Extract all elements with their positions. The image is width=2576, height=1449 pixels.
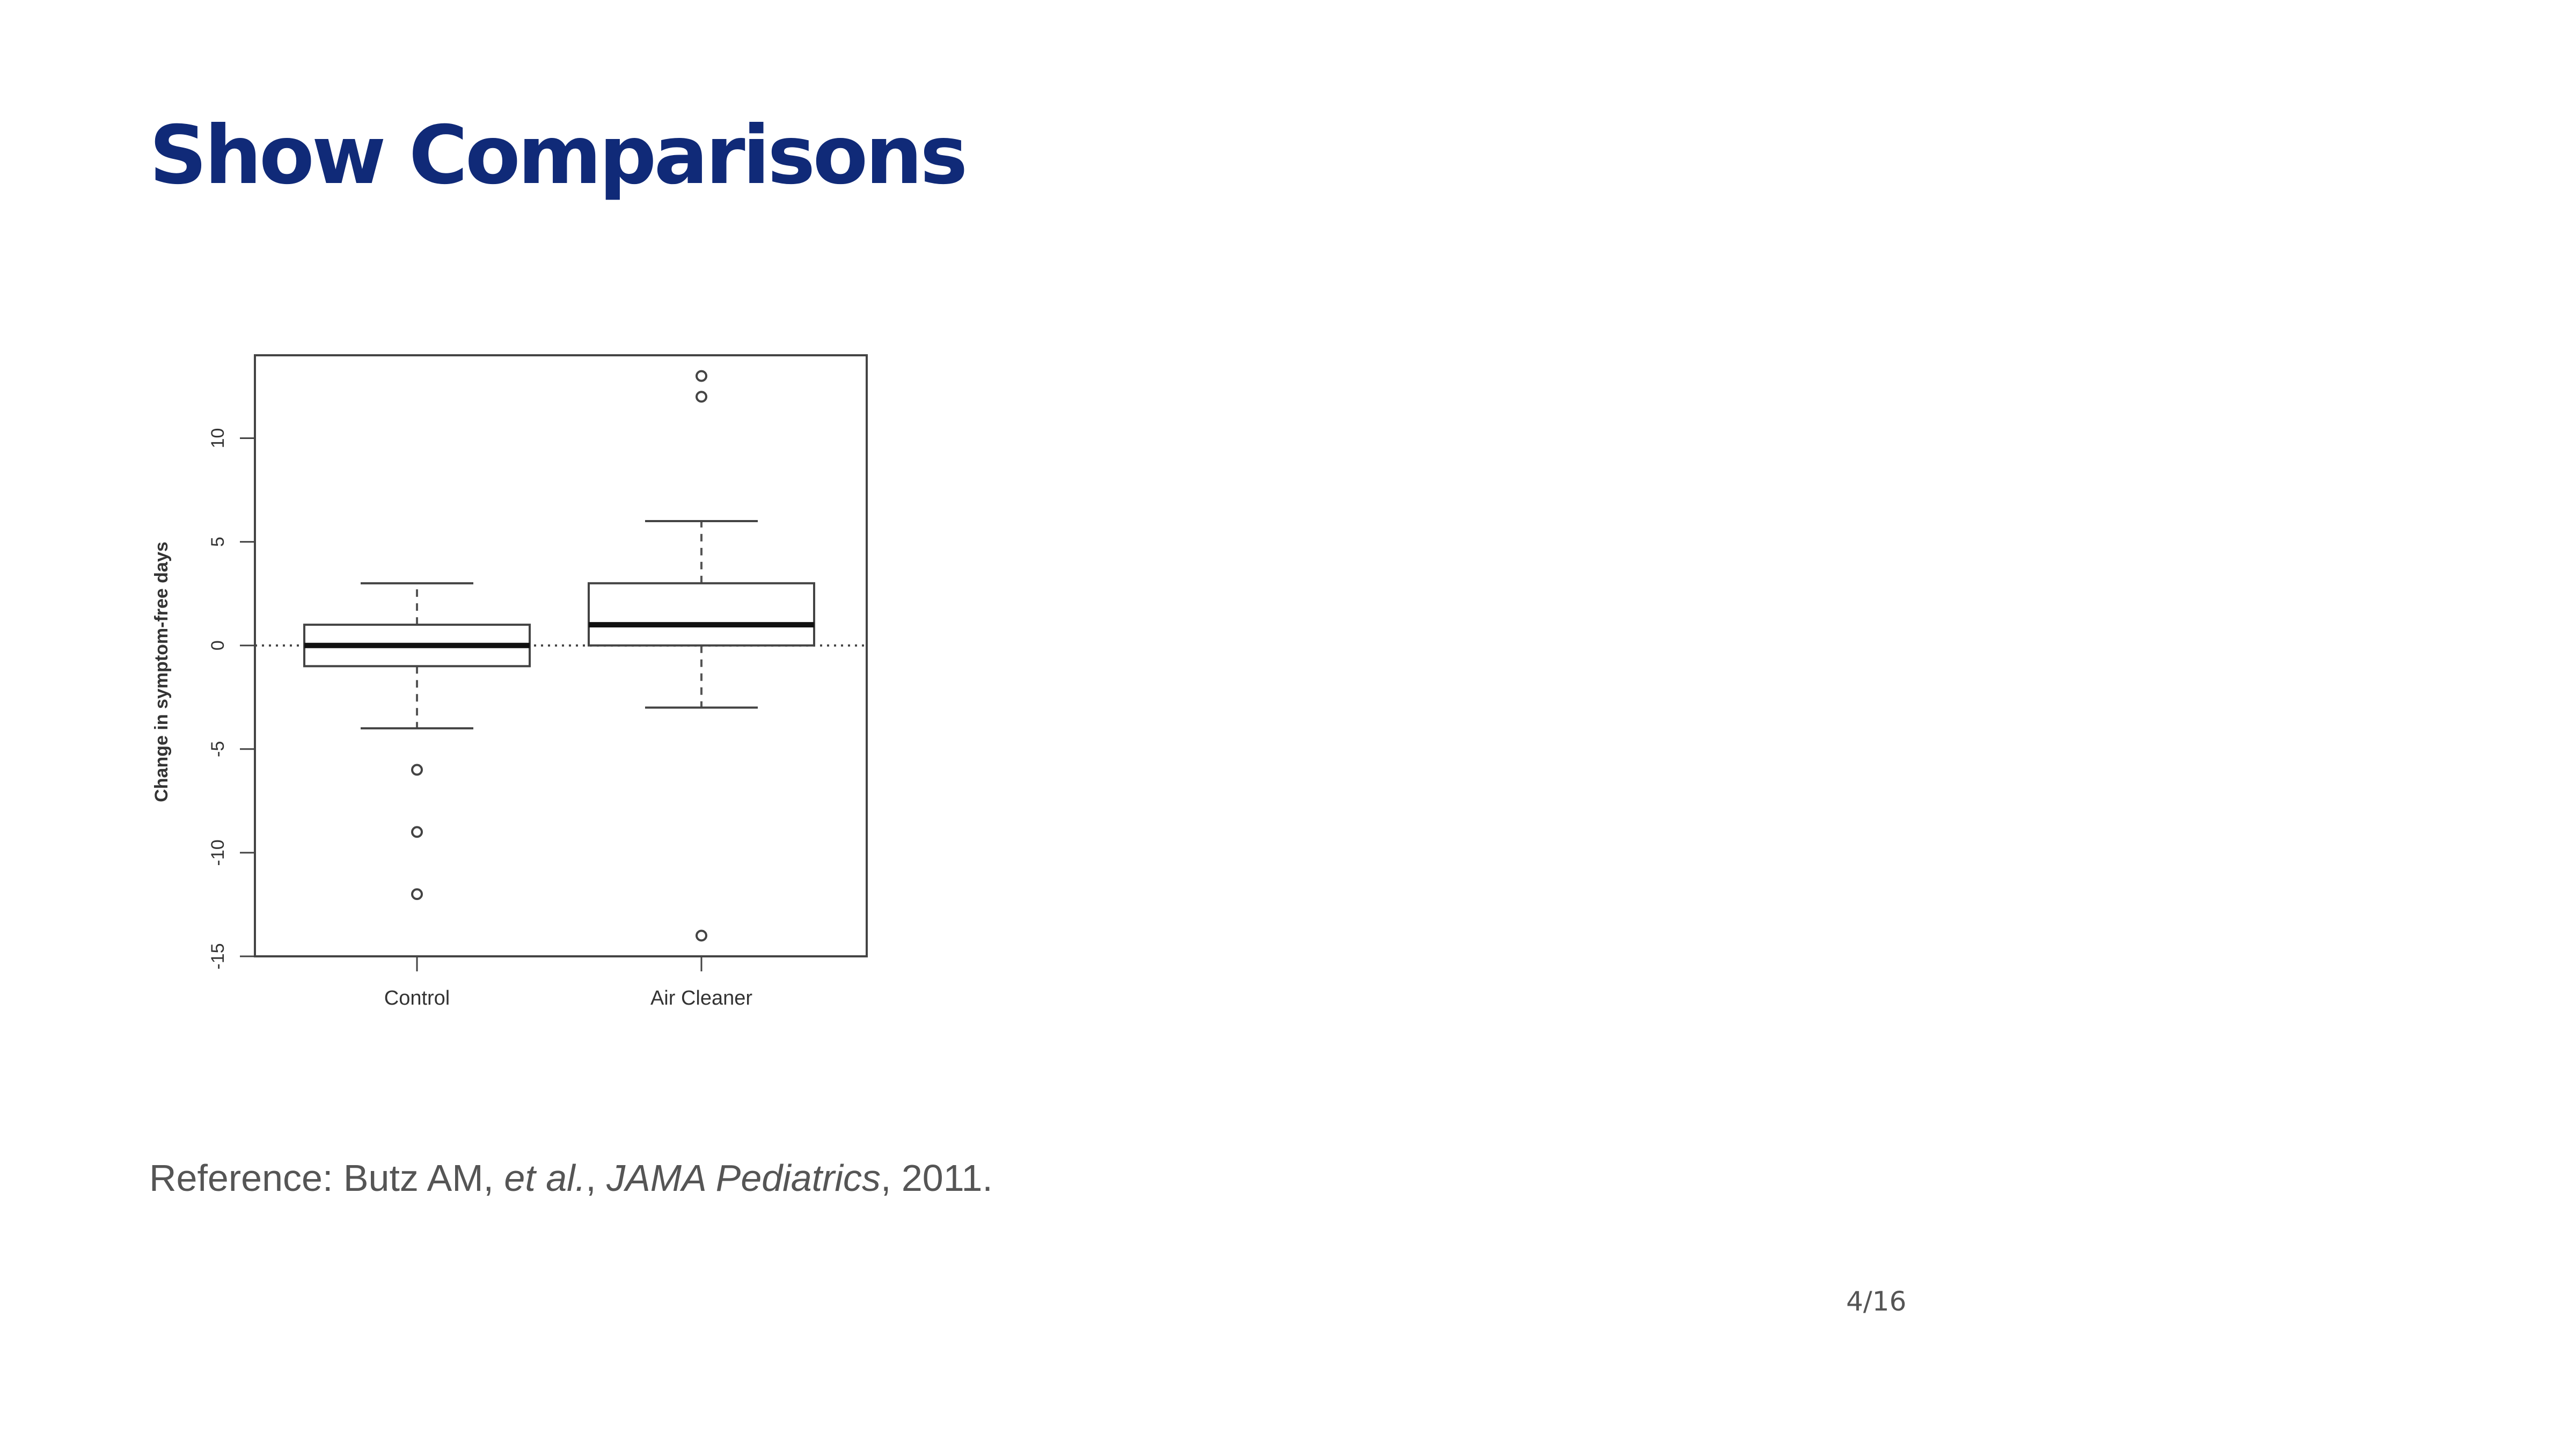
y-tick-label: -15 [208, 943, 228, 969]
y-tick-label: -5 [208, 741, 228, 757]
y-tick-label: 5 [208, 537, 228, 547]
outlier-point [696, 370, 707, 382]
boxplot-chart: -15 -10 -5 0 5 10 Change in symptom-free days C… [140, 343, 902, 1030]
reference-prefix: Reference: Butz AM, [149, 1157, 504, 1199]
outlier-point [696, 930, 707, 942]
page-number: 4/16 [1846, 1286, 1907, 1317]
outlier-point [411, 888, 423, 901]
reference-etal: et al. [504, 1157, 586, 1199]
y-tick-label: 10 [208, 428, 228, 449]
x-category-label: Control [384, 987, 450, 1009]
outlier-point [411, 826, 423, 838]
box-iqr [588, 582, 815, 647]
reference-journal: JAMA Pediatrics [606, 1157, 881, 1199]
boxplot-svg: -15 -10 -5 0 5 10 Change in symptom-free days C… [151, 354, 868, 1009]
reference-separator: , [586, 1157, 607, 1199]
outlier-point [411, 764, 423, 776]
slide-title: Show Comparisons [149, 109, 968, 202]
y-tick-label: 0 [208, 640, 228, 650]
reference-citation: Reference: Butz AM, et al., JAMA Pediatr… [149, 1159, 993, 1197]
x-category-label: Air Cleaner [650, 987, 752, 1009]
reference-suffix: , 2011. [880, 1157, 993, 1199]
y-axis-label: Change in symptom-free days [151, 541, 172, 802]
y-tick-label: -10 [208, 839, 228, 866]
chart-layer: -15 -10 -5 0 5 10 Change in symptom-free days C… [151, 354, 868, 1009]
plot-frame [254, 354, 868, 957]
outlier-point [696, 391, 707, 403]
